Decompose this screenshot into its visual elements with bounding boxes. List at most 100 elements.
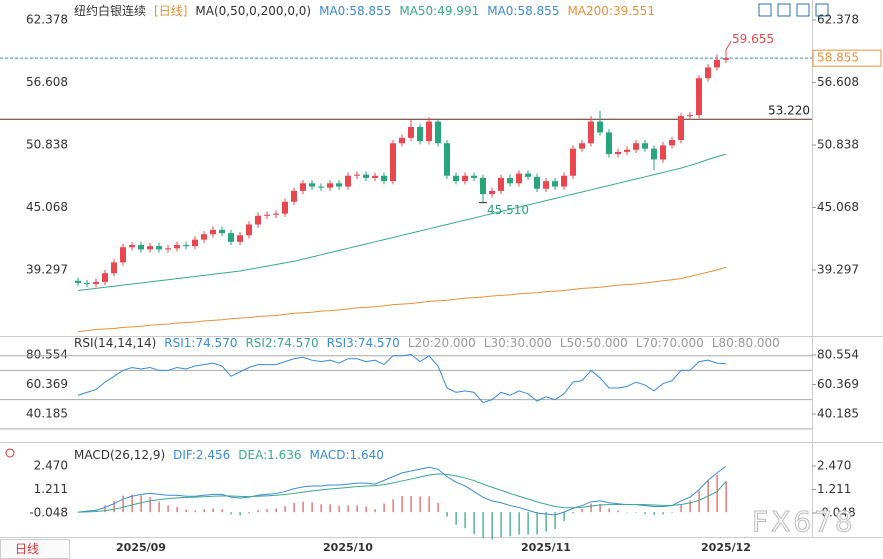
macd-bar	[329, 504, 331, 513]
watermark: FX678	[752, 505, 856, 539]
candle-body	[255, 215, 261, 225]
macd-bar	[203, 509, 205, 513]
candle-body	[372, 175, 378, 178]
macd-bar	[716, 474, 718, 513]
period-button[interactable]: 日线	[0, 539, 70, 559]
macd-bar	[221, 509, 223, 513]
macd-bar	[356, 505, 358, 513]
candle-body	[399, 137, 405, 144]
macd-bar	[293, 502, 295, 513]
legend-entry: MA0:58.855	[319, 4, 392, 18]
y-tick-label: 80.554	[817, 347, 859, 361]
macd-bar	[131, 494, 133, 513]
y-tick-label: 40.185	[817, 407, 859, 421]
candle-body	[624, 149, 630, 152]
candle-body	[183, 245, 189, 247]
line	[77, 266, 727, 333]
macd-bar	[509, 512, 511, 537]
candle-body	[75, 280, 81, 283]
candle-body	[588, 121, 594, 144]
legend-entry: MACD:1.640	[309, 448, 384, 462]
macd-bar	[563, 512, 565, 522]
legend-entry: MA200:39.551	[567, 4, 655, 18]
candle-body	[660, 145, 666, 160]
macd-bar	[491, 512, 493, 540]
candle-body	[489, 190, 495, 195]
candle-body	[210, 229, 216, 235]
legend-entry: DEA:1.636	[238, 448, 302, 462]
last-price-box	[812, 49, 882, 67]
macd-bar	[392, 499, 394, 513]
candle-body	[129, 245, 135, 248]
period[interactable]: [日线]	[154, 4, 188, 18]
icon[interactable]	[815, 3, 829, 17]
y-tick-label: 62.378	[26, 12, 68, 26]
y-tick-label: 39.297	[817, 262, 859, 276]
y-tick-label: 50.838	[26, 137, 68, 151]
macd-bar	[518, 512, 520, 535]
level-label: L80:80.000	[711, 336, 780, 350]
macd-bar	[581, 508, 583, 513]
candle-body	[579, 143, 585, 149]
macd-bar	[500, 512, 502, 538]
macd-bar	[347, 505, 349, 513]
level-label: L20:20.000	[407, 336, 476, 350]
line	[77, 473, 727, 513]
candle-body	[714, 59, 720, 68]
macd-bar	[284, 506, 286, 513]
icon[interactable]	[758, 3, 772, 17]
macd-bar	[419, 496, 421, 513]
macd-bar	[635, 512, 637, 513]
macd-bar	[113, 500, 115, 513]
candle-body	[723, 58, 729, 60]
candle-body	[696, 78, 702, 116]
y-tick-label: 2.470	[817, 458, 851, 472]
macd-bar	[473, 512, 475, 535]
macd-bar	[617, 510, 619, 513]
candle-body	[525, 173, 531, 177]
toolbar-icons	[5, 3, 829, 458]
candle-body	[516, 173, 522, 184]
macd-bar	[275, 508, 277, 513]
macd-bar	[95, 509, 97, 513]
y-tick-label: 62.378	[817, 12, 859, 26]
candle-body	[318, 186, 324, 188]
candle-body	[138, 245, 144, 250]
line	[77, 153, 727, 292]
macd-bar	[185, 509, 187, 513]
candle-body	[552, 181, 558, 187]
candle-body	[687, 115, 693, 117]
candle-body	[435, 121, 441, 144]
low-label: 45.510	[487, 203, 529, 217]
indicator: MACD(26,12,9)	[74, 448, 166, 462]
macd-bar	[149, 497, 151, 513]
legend-entry: MA0:58.855	[487, 4, 560, 18]
x-tick-label: 2025/11	[521, 541, 571, 554]
candle-body	[111, 262, 117, 274]
icon[interactable]	[777, 3, 791, 17]
macd-bar	[680, 505, 682, 513]
y-tick-label: 50.838	[817, 137, 859, 151]
candle-body	[669, 139, 675, 146]
y-tick-label: -0.048	[29, 505, 68, 519]
macd-bar	[599, 503, 601, 513]
candle-body	[201, 234, 207, 240]
macd-bar	[725, 481, 727, 513]
indicator: MA(0,50,0,200,0,0)	[195, 4, 312, 18]
candle-body	[228, 233, 234, 242]
macd-bar	[212, 508, 214, 513]
macd-bar	[194, 510, 196, 513]
macd-bar	[446, 512, 448, 517]
candle-body	[678, 116, 684, 140]
y-tick-label: 56.608	[817, 75, 859, 89]
macd-bar	[401, 496, 403, 513]
icon[interactable]	[5, 448, 15, 458]
icon[interactable]	[796, 3, 810, 17]
macd-bar	[572, 512, 574, 514]
candle-body	[453, 175, 459, 182]
candle-body	[156, 246, 162, 250]
macd-bar	[302, 501, 304, 513]
candle-body	[84, 282, 90, 285]
instrument: 纽约白银连续	[74, 4, 147, 18]
